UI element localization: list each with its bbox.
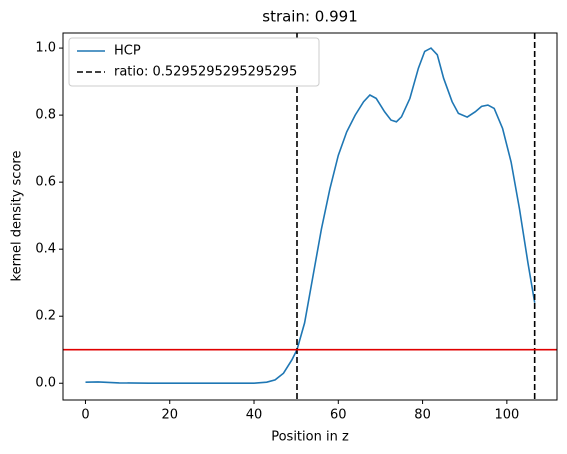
x-tick-label: 80 bbox=[414, 408, 431, 423]
legend-label: ratio: 0.5295295295295295 bbox=[114, 65, 297, 80]
y-axis-label: kernel density score bbox=[10, 151, 25, 282]
legend-box bbox=[68, 37, 320, 87]
y-tick-label: 0.0 bbox=[35, 376, 56, 391]
x-tick-label: 60 bbox=[330, 408, 347, 423]
plot-frame bbox=[62, 32, 558, 401]
line bbox=[85, 47, 536, 384]
y-tick-label: 0.6 bbox=[35, 175, 56, 190]
x-axis-label: Position in z bbox=[271, 430, 349, 445]
chart-title: strain: 0.991 bbox=[262, 8, 358, 26]
y-tick-label: 0.2 bbox=[35, 309, 56, 324]
y-tick-label: 0.4 bbox=[35, 242, 56, 257]
y-tick-label: 0.8 bbox=[35, 108, 56, 123]
y-tick-label: 1.0 bbox=[35, 41, 56, 56]
x-tick-label: 40 bbox=[246, 408, 263, 423]
x-tick-label: 0 bbox=[81, 408, 89, 423]
x-tick-label: 100 bbox=[494, 408, 519, 423]
legend-label: HCP bbox=[114, 44, 141, 59]
x-tick-label: 20 bbox=[161, 408, 178, 423]
